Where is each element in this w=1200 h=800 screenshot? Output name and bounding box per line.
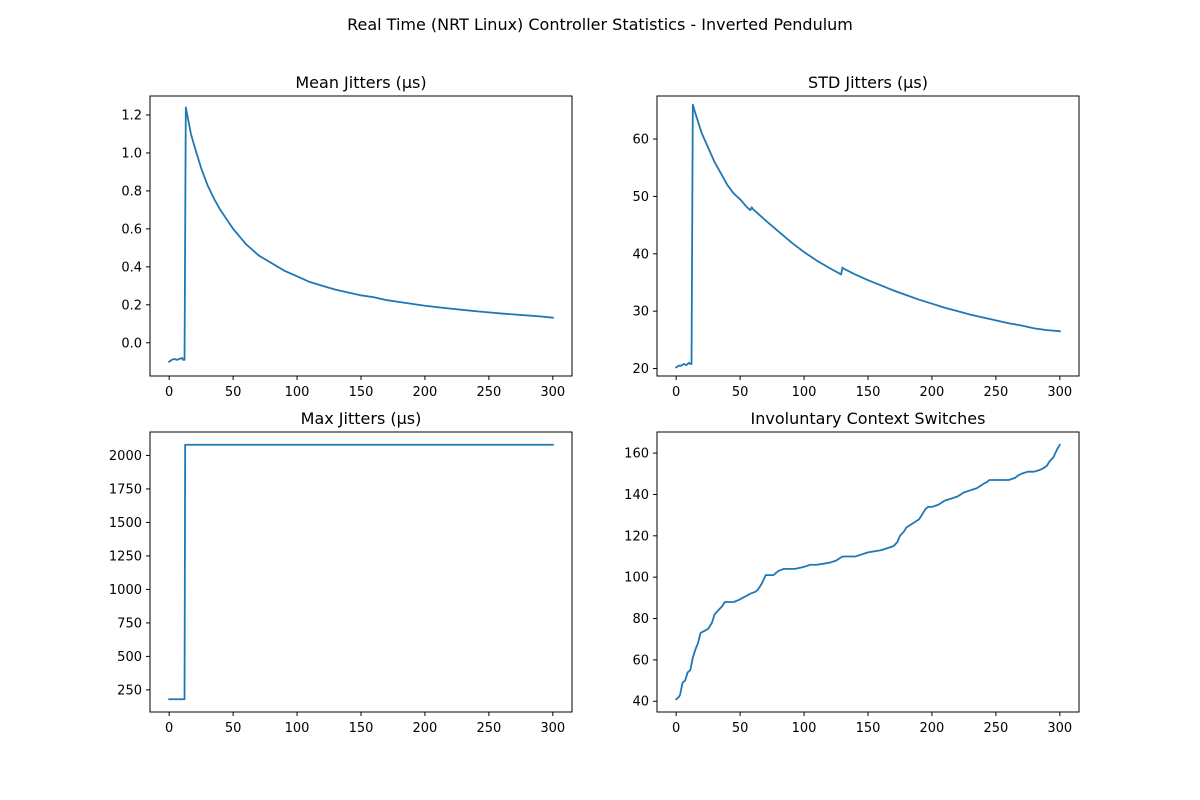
std-jitters-x-tick-label: 100 bbox=[792, 385, 817, 400]
std-jitters-series-line bbox=[674, 103, 1061, 369]
context-switches-plot-area: 0 50 100 150 200 250 300 40 60 80 100 120 140 160 bbox=[624, 431, 1080, 736]
context-switches-x-tick-label: 300 bbox=[1047, 721, 1072, 736]
mean-jitters-x-tick-label: 0 bbox=[165, 385, 173, 400]
context-switches-x-tick-label: 50 bbox=[732, 721, 749, 736]
max-jitters-y-tick-label: 2000 bbox=[109, 449, 142, 464]
mean-jitters-x-tick-label: 150 bbox=[349, 385, 374, 400]
max-jitters-series-line bbox=[168, 443, 554, 701]
max-jitters-panel: Max Jitters (µs) 0 50 100 150 200 250 300 250 50… bbox=[109, 409, 573, 736]
mean-jitters-plot-area: 0 50 100 150 200 250 300 0.0 0.2 0.4 0.6 0.8 1.0 1.2 bbox=[121, 95, 573, 400]
mean-jitters-y-tick-label: 1.2 bbox=[121, 108, 142, 123]
std-jitters-y-tick-label: 40 bbox=[632, 247, 649, 262]
mean-jitters-y-tick-label: 0.4 bbox=[121, 260, 142, 275]
max-jitters-y-tick-label: 1250 bbox=[109, 549, 142, 564]
std-jitters-x-tick-label: 150 bbox=[856, 385, 881, 400]
std-jitters-panel: STD Jitters (µs) 0 50 100 150 200 250 300 20 30 4… bbox=[632, 73, 1080, 400]
std-jitters-x-tick-label: 300 bbox=[1047, 385, 1072, 400]
std-jitters-x-tick-label: 200 bbox=[920, 385, 945, 400]
context-switches-x-tick-label: 0 bbox=[672, 721, 680, 736]
std-jitters-x-tick-label: 0 bbox=[672, 385, 680, 400]
max-jitters-y-tick-label: 750 bbox=[117, 616, 142, 631]
std-jitters-y-tick-label: 20 bbox=[632, 362, 649, 377]
max-jitters-x-tick-label: 150 bbox=[349, 721, 374, 736]
context-switches-y-tick-label: 60 bbox=[632, 653, 649, 668]
context-switches-x-tick-label: 200 bbox=[920, 721, 945, 736]
max-jitters-x-tick-label: 250 bbox=[476, 721, 501, 736]
context-switches-y-tick-label: 80 bbox=[632, 612, 649, 627]
mean-jitters-panel: Mean Jitters (µs) 0 50 100 150 200 250 3000.00… bbox=[121, 73, 573, 400]
max-jitters-x-tick-label: 50 bbox=[225, 721, 242, 736]
mean-jitters-y-tick-label: 0.0 bbox=[121, 336, 142, 351]
context-switches-y-tick-label: 160 bbox=[624, 447, 649, 462]
context-switches-y-tick-label: 140 bbox=[624, 488, 649, 503]
max-jitters-plot-area: 0 50 100 150 200 250 300 250 500 750 1000 1250 1500 1… bbox=[109, 431, 573, 736]
max-jitters-x-tick-label: 100 bbox=[285, 721, 310, 736]
context-switches-x-tick-label: 250 bbox=[983, 721, 1008, 736]
context-switches-y-tick-label: 40 bbox=[632, 695, 649, 710]
max-jitters-y-tick-label: 500 bbox=[117, 650, 142, 665]
context-switches-y-tick-label: 100 bbox=[624, 571, 649, 586]
context-switches-x-tick-label: 100 bbox=[792, 721, 817, 736]
mean-jitters-x-tick-label: 100 bbox=[285, 385, 310, 400]
mean-jitters-y-tick-label: 0.8 bbox=[121, 184, 142, 199]
mean-jitters-x-tick-label: 300 bbox=[540, 385, 565, 400]
mean-jitters-y-tick-label: 0.6 bbox=[121, 222, 142, 237]
max-jitters-title: Max Jitters (µs) bbox=[301, 409, 422, 428]
mean-jitters-series-line bbox=[167, 106, 554, 364]
context-switches-panel: Involuntary Context Switches 0 50 100 150 20… bbox=[624, 409, 1080, 736]
max-jitters-x-tick-label: 200 bbox=[413, 721, 438, 736]
max-jitters-x-tick-label: 300 bbox=[540, 721, 565, 736]
max-jitters-y-tick-label: 250 bbox=[117, 683, 142, 698]
std-jitters-x-tick-label: 250 bbox=[983, 385, 1008, 400]
std-jitters-y-tick-label: 60 bbox=[632, 133, 649, 148]
context-switches-series-line bbox=[674, 443, 1062, 701]
mean-jitters-x-tick-label: 200 bbox=[413, 385, 438, 400]
max-jitters-y-tick-label: 1750 bbox=[109, 482, 142, 497]
max-jitters-y-tick-label: 1500 bbox=[109, 516, 142, 531]
mean-jitters-x-tick-label: 50 bbox=[225, 385, 242, 400]
max-jitters-x-tick-label: 0 bbox=[165, 721, 173, 736]
context-switches-title: Involuntary Context Switches bbox=[751, 409, 986, 428]
std-jitters-x-tick-label: 50 bbox=[732, 385, 749, 400]
mean-jitters-y-tick-label: 0.2 bbox=[121, 298, 142, 313]
std-jitters-y-tick-label: 50 bbox=[632, 190, 649, 205]
mean-jitters-title: Mean Jitters (µs) bbox=[295, 73, 426, 92]
max-jitters-y-tick-label: 1000 bbox=[109, 583, 142, 598]
context-switches-y-tick-label: 120 bbox=[624, 529, 649, 544]
std-jitters-title: STD Jitters (µs) bbox=[808, 73, 928, 92]
std-jitters-y-tick-label: 30 bbox=[632, 305, 649, 320]
mean-jitters-y-tick-label: 1.0 bbox=[121, 146, 142, 161]
std-jitters-plot-area: 0 50 100 150 200 250 300 20 30 40 50 60 bbox=[632, 95, 1080, 400]
context-switches-x-tick-label: 150 bbox=[856, 721, 881, 736]
figure-suptitle: Real Time (NRT Linux) Controller Statist… bbox=[347, 15, 853, 34]
mean-jitters-x-tick-label: 250 bbox=[476, 385, 501, 400]
